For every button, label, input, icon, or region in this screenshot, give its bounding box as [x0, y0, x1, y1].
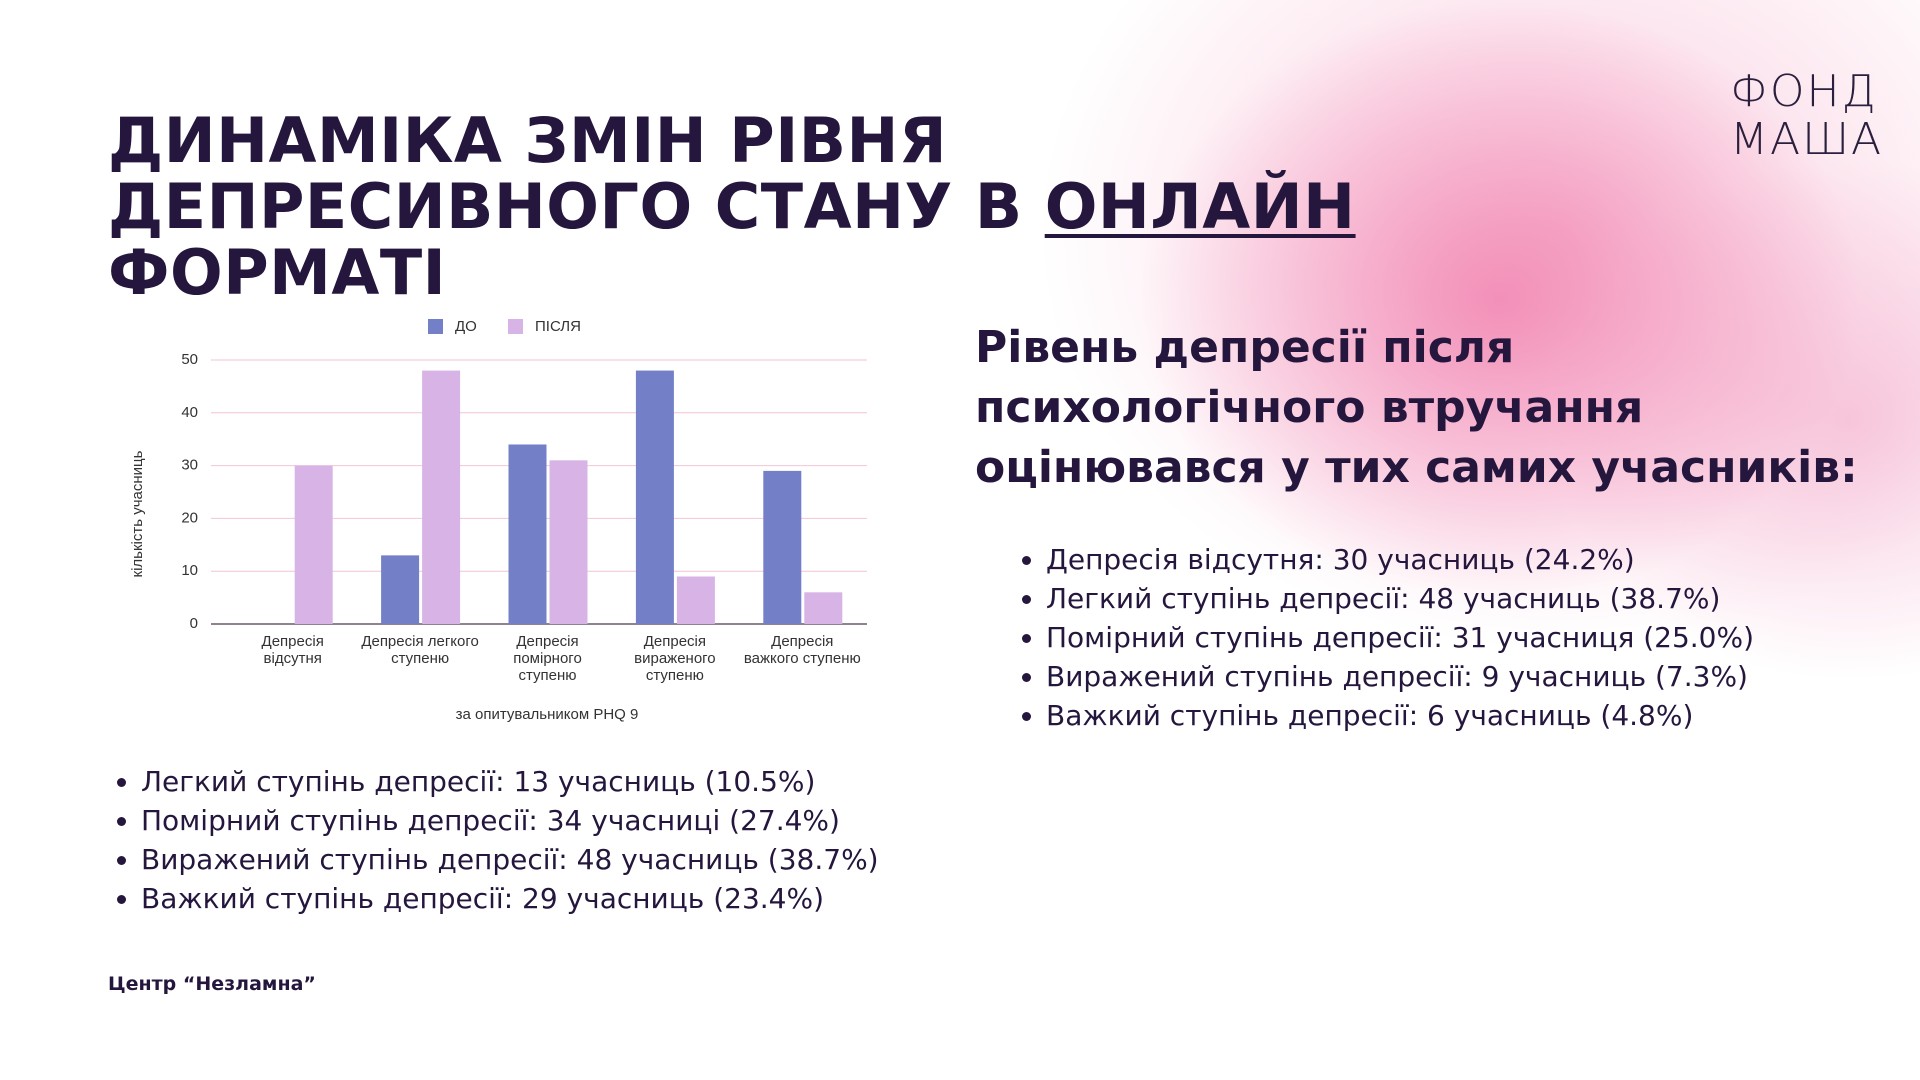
y-tick-label: 10 — [181, 562, 198, 579]
bar — [763, 470, 802, 624]
list-item: Депресія відсутня: 30 учасниць (24.2%) — [1046, 540, 1920, 579]
bar — [508, 444, 547, 624]
bar — [635, 370, 674, 624]
x-tick-label: Депресія вираженого ступеню — [634, 633, 716, 684]
x-tick-label: Депресія легкого ступеню — [361, 633, 479, 667]
list-item: Помірний ступінь депресії: 31 учасниця (… — [1046, 618, 1920, 657]
title-text: ФОРМАТІ — [108, 236, 447, 309]
logo-line: ФОНД — [1730, 66, 1878, 117]
legend-swatch — [428, 319, 443, 334]
footer: Центр “Незламна” — [108, 973, 316, 995]
bar — [549, 460, 588, 624]
x-tick-label: Депресія важкого ступеню — [743, 633, 861, 667]
right-list: Депресія відсутня: 30 учасниць (24.2%)Ле… — [1018, 540, 1920, 735]
right-heading: Рівень депресії після психологічного втр… — [975, 322, 1858, 493]
y-tick-label: 0 — [190, 615, 198, 632]
list-item: Важкий ступінь депресії: 6 учасниць (4.8… — [1046, 696, 1920, 735]
bar — [381, 555, 420, 624]
list-item: Легкий ступінь депресії: 48 учасниць (38… — [1046, 579, 1920, 618]
bar — [294, 465, 333, 624]
legend-swatch — [508, 319, 523, 334]
y-tick-label: 30 — [181, 457, 198, 474]
logo: ФОНД МАША — [1730, 68, 1883, 164]
list-item: Помірний ступінь депресії: 34 учасниці (… — [141, 801, 1021, 840]
bar — [422, 370, 461, 624]
y-tick-label: 40 — [181, 404, 198, 421]
y-tick-label: 50 — [181, 351, 198, 368]
title-text: ДИНАМІКА ЗМІН РІВНЯ ДЕПРЕСИВНОГО СТАНУ В — [108, 104, 1023, 243]
x-tick-label: Депресія відсутня — [261, 633, 324, 667]
list-item: Важкий ступінь депресії: 29 учасниць (23… — [141, 879, 1021, 918]
list-item: Виражений ступінь депресії: 9 учасниць (… — [1046, 657, 1920, 696]
x-axis-label: за опитувальником PHQ 9 — [456, 706, 639, 723]
legend-label: ПІСЛЯ — [535, 318, 581, 335]
legend-label: ДО — [455, 318, 477, 335]
bar — [676, 576, 715, 624]
bar — [804, 592, 843, 624]
left-list: Легкий ступінь депресії: 13 учасниць (10… — [113, 762, 1021, 918]
list-item: Легкий ступінь депресії: 13 учасниць (10… — [141, 762, 1021, 801]
y-tick-label: 20 — [181, 509, 198, 526]
logo-line: МАША — [1730, 114, 1884, 165]
list-item: Виражений ступінь депресії: 48 учасниць … — [141, 840, 1021, 879]
title-underlined: ОНЛАЙН — [1044, 170, 1356, 243]
y-axis-label: кількість учасниць — [129, 450, 146, 577]
x-tick-label: Депресія помірного ступеню — [513, 633, 582, 684]
title: ДИНАМІКА ЗМІН РІВНЯ ДЕПРЕСИВНОГО СТАНУ В… — [108, 108, 1458, 306]
